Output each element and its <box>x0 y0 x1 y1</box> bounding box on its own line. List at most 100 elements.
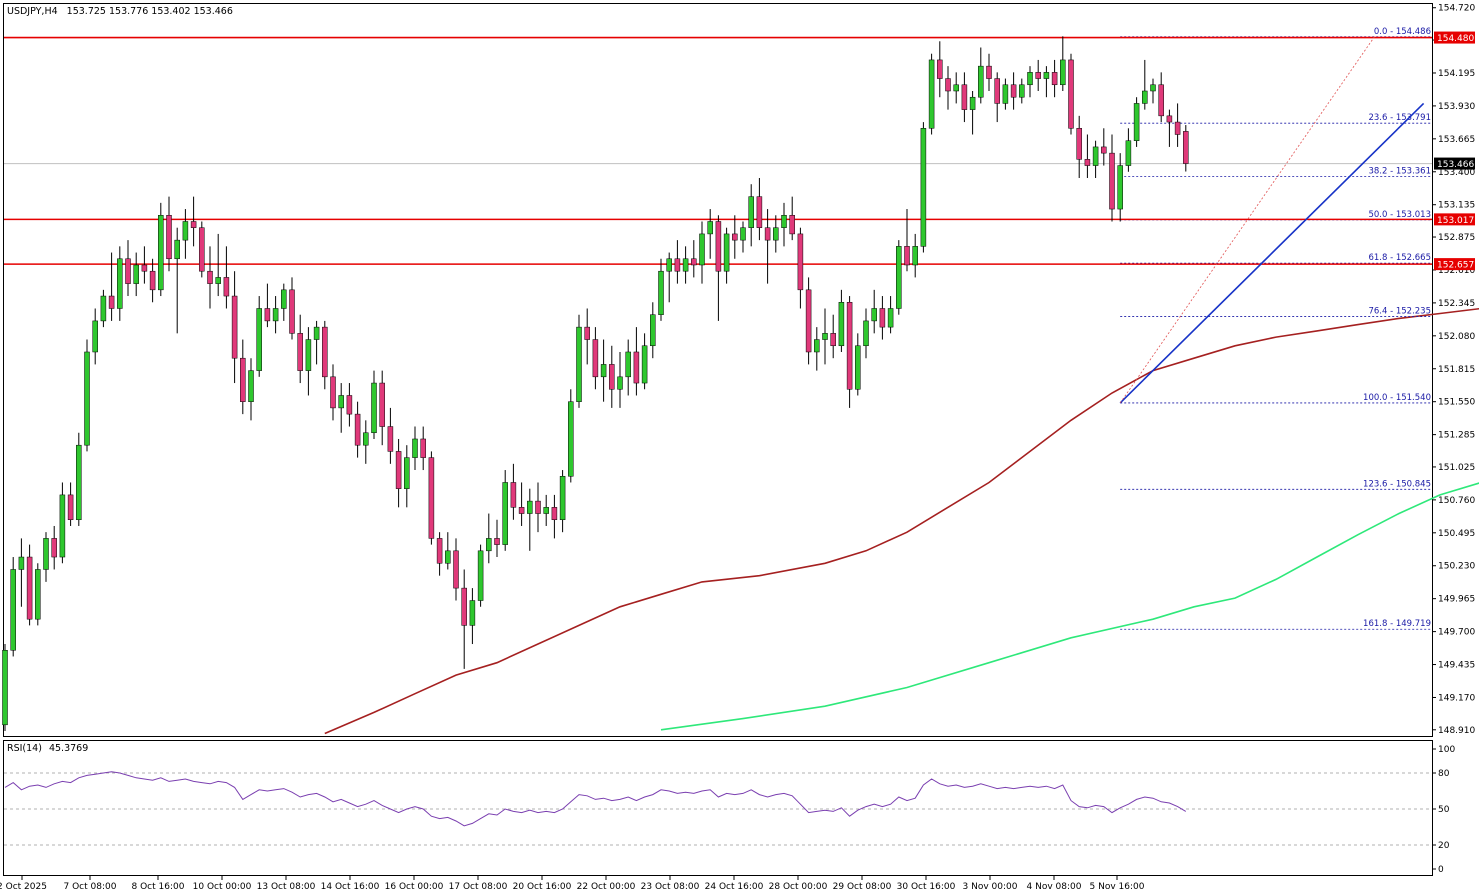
bear-candle <box>1166 115 1173 123</box>
bull-candle <box>543 507 549 514</box>
resistance-price-tag-text: 154.480 <box>1437 34 1474 44</box>
time-tick-label: 8 Oct 16:00 <box>132 882 185 892</box>
bull-candle <box>1117 165 1123 210</box>
bull-candle <box>477 550 484 601</box>
price-tick-label: 152.610 <box>1438 266 1475 276</box>
rsi-tick-label: 50 <box>1438 805 1450 815</box>
bull-candle <box>1150 84 1156 92</box>
price-tick-label: 151.550 <box>1438 398 1475 408</box>
moving-averages <box>4 163 1479 735</box>
bear-candle <box>231 295 238 359</box>
bull-candle <box>920 128 927 247</box>
fib-level-label: 0.0 - 154.486 <box>1374 27 1431 37</box>
bear-candle <box>937 59 943 79</box>
bear-candle <box>674 258 681 272</box>
bull-candle <box>133 264 139 284</box>
bull-candle <box>748 196 754 228</box>
time-tick-label: 17 Oct 08:00 <box>449 882 508 892</box>
time-tick-label: 10 Oct 00:00 <box>193 882 252 892</box>
bull-candle <box>18 556 25 570</box>
candlesticks <box>2 36 1189 732</box>
bull-candle <box>666 258 672 272</box>
bull-candle <box>953 84 959 92</box>
time-tick-label: 29 Oct 08:00 <box>833 882 892 892</box>
price-tick-label: 152.345 <box>1438 299 1475 309</box>
price-tick-label: 151.025 <box>1438 463 1475 473</box>
ohlc-label: 153.725 153.776 153.402 153.466 <box>67 6 233 17</box>
bull-candle <box>502 482 508 545</box>
bull-candle <box>313 326 320 340</box>
bull-candle <box>568 401 574 477</box>
bear-candle <box>379 382 385 427</box>
time-tick-label: 13 Oct 08:00 <box>257 882 316 892</box>
bull-candle <box>641 345 648 384</box>
bear-candle <box>764 227 771 241</box>
resistance-price-tag-text: 152.657 <box>1437 261 1474 271</box>
bear-candle <box>67 494 74 521</box>
rsi-line <box>4 771 1187 827</box>
time-tick-label: 4 Nov 08:00 <box>1027 882 1082 892</box>
bull-candle <box>650 314 656 347</box>
time-tick-label: 2 Oct 2025 <box>0 882 47 892</box>
price-tick-label: 150.760 <box>1438 496 1475 506</box>
bull-candle <box>486 538 492 552</box>
bull-candle <box>822 333 828 340</box>
bull-candle <box>1002 84 1009 104</box>
price-tick-label: 154.720 <box>1438 4 1475 14</box>
resistance-price-tag <box>1434 258 1475 271</box>
bear-candle <box>994 78 1000 104</box>
bull-candle <box>928 59 935 129</box>
bear-candle <box>584 326 590 340</box>
resistance-price-tag <box>1434 213 1475 226</box>
price-tick-label: 154.195 <box>1438 69 1475 79</box>
bear-candle <box>330 376 336 409</box>
bear-candle <box>904 246 910 266</box>
bull-candle <box>838 302 845 347</box>
bear-candle <box>207 270 213 284</box>
bull-candle <box>248 370 254 402</box>
bull-candle <box>1027 72 1033 86</box>
bear-candle <box>518 507 525 514</box>
bull-candle <box>1133 103 1140 141</box>
bear-candle <box>1158 84 1164 117</box>
bear-candle <box>420 438 426 458</box>
bull-candle <box>412 438 418 458</box>
bear-candle <box>1076 128 1082 160</box>
bear-candle <box>289 289 295 334</box>
symbol-label: USDJPY,H4 <box>7 6 58 17</box>
trend-lines <box>1119 36 1425 404</box>
bear-candle <box>494 538 500 545</box>
bull-candle <box>1142 90 1148 104</box>
rsi-tick-label: 0 <box>1438 865 1444 875</box>
bear-candle <box>797 233 804 291</box>
bull-candle <box>576 326 582 402</box>
bull-candle <box>1092 146 1099 166</box>
time-tick-label: 3 Nov 00:00 <box>963 882 1018 892</box>
bear-candle <box>264 308 271 322</box>
bull-candle <box>59 494 66 558</box>
time-tick-label: 24 Oct 16:00 <box>705 882 764 892</box>
bear-candle <box>535 500 541 514</box>
price-tick-label: 151.285 <box>1438 431 1475 441</box>
bull-candle <box>871 308 877 322</box>
svg-text:USDJPY,H4 153.725 153.776: USDJPY,H4 153.725 153.776 153.402 153.46… <box>7 6 233 17</box>
time-tick-label: 7 Oct 08:00 <box>64 882 117 892</box>
bull-candle <box>625 351 631 378</box>
time-tick-label: 20 Oct 16:00 <box>513 882 572 892</box>
bull-candle <box>1125 140 1132 166</box>
sma-200-line <box>660 482 1479 731</box>
bull-candle <box>272 308 279 322</box>
bull-candle <box>158 215 164 291</box>
current-price-tag <box>1434 157 1475 170</box>
bull-candle <box>887 308 894 328</box>
resistance-price-tag <box>1434 31 1475 44</box>
bull-candle <box>215 277 221 284</box>
svg-text:RSI(14) 45.3769: RSI(14) 45.3769 <box>7 743 88 754</box>
bull-candle <box>978 65 984 98</box>
time-tick-label: 22 Oct 00:00 <box>577 882 636 892</box>
bull-candle <box>92 320 98 353</box>
price-tick-label: 149.700 <box>1438 628 1475 638</box>
bull-candle <box>527 500 533 514</box>
time-tick-label: 5 Nov 16:00 <box>1090 882 1145 892</box>
